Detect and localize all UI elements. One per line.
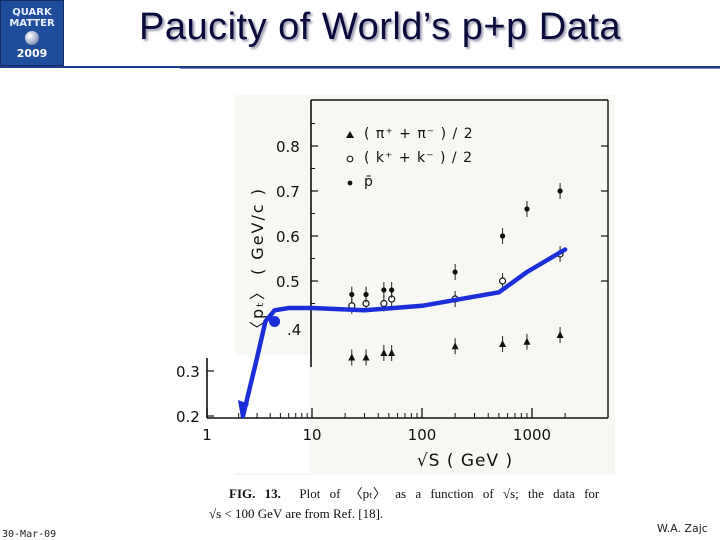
y-tick-label: 0.5: [276, 273, 300, 291]
logo-line1: QUARK: [12, 7, 52, 18]
pion-point: [348, 353, 356, 361]
legend: ( π⁺ + π⁻ ) / 2 ( k⁺ + k⁻ ) / 2 p̄: [346, 126, 474, 190]
legend-triangle-icon: [346, 131, 354, 138]
caption-line1: Plot of 〈pₜ〉 as a function of √s; the da…: [299, 486, 600, 501]
pion-point: [380, 349, 388, 356]
y-tick-label: 0.7: [276, 183, 300, 201]
overlay-curve: [240, 247, 568, 419]
x-tick-label: 10: [302, 426, 321, 444]
legend-label: ( π⁺ + π⁻ ) / 2: [364, 126, 474, 142]
y-axis-label: 〈pₜ〉 ( GeV/c ): [248, 187, 267, 337]
x-axis-label: √S ( GeV ): [417, 451, 513, 471]
overlay-marker: [269, 316, 281, 327]
pion-point: [523, 337, 531, 345]
slide-author: W.A. Zajc: [657, 522, 708, 535]
pion-point: [362, 353, 370, 361]
kaon-point: [498, 277, 507, 285]
figure-caption: FIG. 13. Plot of 〈pₜ〉 as a function of √…: [209, 484, 714, 521]
proton-point: [363, 291, 369, 298]
legend-open-circle-icon: [346, 155, 354, 163]
x-tick-label: 100: [408, 426, 437, 444]
pion-point: [499, 340, 507, 347]
proton-point: [381, 287, 387, 293]
y-tick-label: 0.8: [276, 138, 300, 156]
quark-matter-logo: QUARK MATTER 2009: [0, 0, 64, 66]
tick-labels: 0.2 0.3 .4 0.5 0.6 0.7 0.8 1 10 100 1000: [176, 138, 551, 444]
logo-ball-icon: [25, 31, 39, 45]
y-tick-label: 0.2: [176, 408, 200, 426]
x-tick-label: 1000: [513, 426, 551, 444]
overlay-arrowhead: [237, 400, 249, 418]
pion-point: [388, 349, 396, 356]
kaon-point: [380, 299, 388, 308]
overlay-annotation: [237, 247, 568, 419]
pion-point: [451, 342, 459, 350]
proton-point: [389, 287, 395, 293]
axes: [206, 99, 609, 419]
pt-vs-sqrt-s-figure: 0.2 0.3 .4 0.5 0.6 0.7 0.8 1 10 100 1000 ( π⁺ + π⁻…: [160, 95, 615, 475]
y-tick-label: 0.3: [176, 363, 200, 381]
proton-point: [524, 206, 530, 212]
proton-point: [557, 188, 563, 194]
pion-point: [556, 331, 564, 338]
slide-date: 30-Mar-09: [2, 529, 57, 540]
y-tick-label: .4: [287, 321, 301, 339]
legend-label: ( k⁺ + k⁻ ) / 2: [364, 150, 473, 166]
proton-point: [349, 291, 355, 298]
logo-year: 2009: [16, 47, 48, 60]
title-rule-thin: [180, 68, 720, 69]
slide-title: Paucity of World’s p+p Data: [138, 6, 622, 48]
logo-line2: MATTER: [9, 18, 55, 29]
scan-cutout: [160, 355, 310, 473]
legend-dot-icon: [347, 180, 353, 186]
y-tick-label: 0.6: [276, 228, 300, 246]
caption-label: FIG. 13.: [229, 486, 281, 501]
title-rule: [0, 66, 720, 68]
x-tick-label: 1: [202, 426, 212, 444]
proton-point: [499, 233, 506, 239]
proton-point: [452, 269, 458, 275]
caption-line2: √s < 100 GeV are from Ref. [18].: [209, 506, 384, 521]
legend-label: p̄: [364, 174, 374, 190]
